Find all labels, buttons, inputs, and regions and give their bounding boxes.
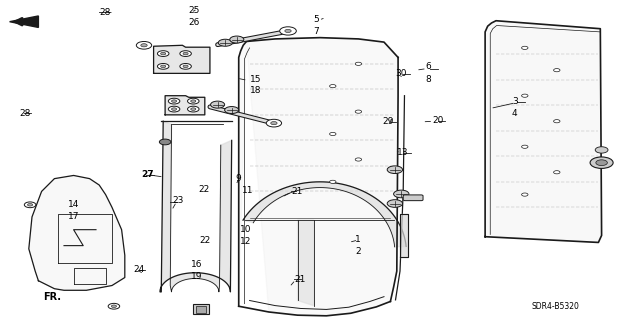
Circle shape	[172, 108, 177, 110]
Circle shape	[191, 108, 196, 110]
Text: 10: 10	[240, 225, 252, 234]
Circle shape	[180, 51, 191, 56]
Circle shape	[188, 106, 199, 112]
Circle shape	[108, 303, 120, 309]
Circle shape	[188, 98, 199, 104]
Circle shape	[330, 132, 336, 136]
Polygon shape	[10, 16, 38, 27]
Circle shape	[330, 180, 336, 183]
Text: 25: 25	[189, 6, 200, 15]
Text: 29: 29	[383, 117, 394, 126]
Circle shape	[28, 204, 33, 206]
Circle shape	[168, 98, 180, 104]
Text: 17: 17	[68, 212, 79, 221]
Circle shape	[596, 160, 607, 166]
Polygon shape	[239, 38, 398, 316]
Text: 12: 12	[240, 237, 252, 246]
Circle shape	[141, 44, 147, 47]
Circle shape	[355, 158, 362, 161]
Circle shape	[225, 107, 239, 114]
Text: 26: 26	[189, 19, 200, 27]
FancyBboxPatch shape	[196, 306, 206, 313]
Text: 28: 28	[99, 8, 111, 17]
Text: 14: 14	[68, 200, 79, 209]
Text: 21: 21	[291, 187, 303, 196]
Circle shape	[172, 100, 177, 102]
Circle shape	[180, 63, 191, 69]
Circle shape	[157, 51, 169, 56]
Circle shape	[168, 106, 180, 112]
Polygon shape	[243, 182, 406, 247]
Circle shape	[161, 65, 166, 68]
Circle shape	[554, 69, 560, 72]
Text: 6: 6	[426, 63, 431, 71]
FancyBboxPatch shape	[193, 304, 209, 314]
Text: 5: 5	[314, 15, 319, 24]
Text: 21: 21	[294, 275, 306, 284]
Polygon shape	[160, 121, 232, 292]
Text: 28: 28	[19, 109, 31, 118]
Polygon shape	[165, 96, 205, 115]
Text: 27: 27	[141, 170, 154, 179]
FancyBboxPatch shape	[403, 195, 423, 201]
Polygon shape	[400, 214, 408, 257]
Circle shape	[266, 119, 282, 127]
Text: 2: 2	[355, 247, 361, 256]
Circle shape	[387, 200, 403, 207]
Circle shape	[522, 145, 528, 148]
Circle shape	[285, 29, 291, 33]
Circle shape	[522, 193, 528, 196]
Text: 20: 20	[432, 116, 444, 125]
Text: 15: 15	[250, 75, 261, 84]
Text: 11: 11	[242, 186, 253, 195]
Circle shape	[522, 46, 528, 49]
Polygon shape	[29, 175, 125, 290]
Circle shape	[355, 62, 362, 65]
Circle shape	[554, 120, 560, 123]
Circle shape	[522, 94, 528, 97]
Circle shape	[394, 190, 409, 198]
Circle shape	[211, 101, 225, 108]
Circle shape	[387, 166, 403, 174]
Circle shape	[355, 110, 362, 113]
Circle shape	[111, 305, 116, 308]
Polygon shape	[154, 45, 210, 73]
Circle shape	[218, 39, 232, 46]
Circle shape	[157, 63, 169, 69]
Circle shape	[183, 65, 188, 68]
Text: 8: 8	[426, 75, 431, 84]
Text: 22: 22	[198, 185, 210, 194]
Circle shape	[159, 139, 171, 145]
Text: FR.: FR.	[44, 292, 61, 302]
Circle shape	[161, 52, 166, 55]
Text: 16: 16	[191, 260, 202, 269]
Text: 1: 1	[355, 235, 361, 244]
Text: 13: 13	[397, 148, 408, 157]
Circle shape	[24, 202, 36, 208]
Circle shape	[271, 122, 277, 125]
Circle shape	[191, 100, 196, 102]
Circle shape	[136, 41, 152, 49]
Polygon shape	[485, 21, 602, 242]
Circle shape	[330, 85, 336, 88]
Text: 7: 7	[314, 27, 319, 36]
Text: SDR4-B5320: SDR4-B5320	[531, 302, 579, 311]
Text: 3: 3	[512, 97, 518, 106]
Text: 19: 19	[191, 272, 202, 281]
Circle shape	[280, 27, 296, 35]
Circle shape	[554, 171, 560, 174]
Text: 24: 24	[133, 265, 145, 274]
Text: 30: 30	[395, 69, 406, 78]
Text: 9: 9	[236, 174, 241, 182]
Text: 23: 23	[173, 197, 184, 205]
Text: 4: 4	[512, 109, 518, 118]
Text: 22: 22	[200, 236, 211, 245]
Circle shape	[590, 157, 613, 168]
Polygon shape	[298, 220, 314, 306]
Circle shape	[595, 147, 608, 153]
Circle shape	[230, 36, 244, 43]
Text: 18: 18	[250, 86, 261, 95]
Circle shape	[183, 52, 188, 55]
